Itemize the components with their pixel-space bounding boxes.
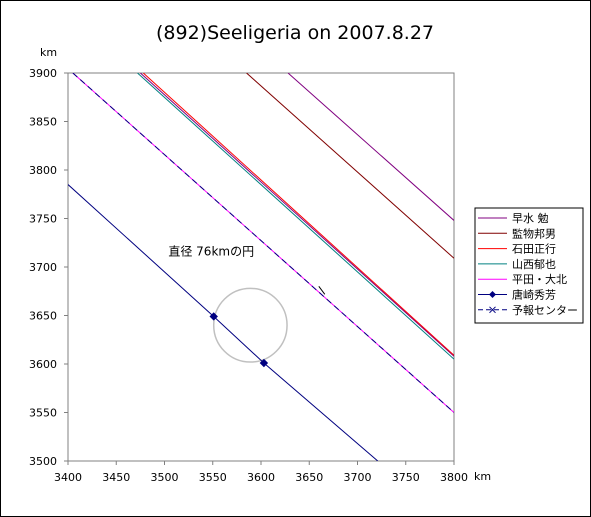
plot-area bbox=[67, 72, 455, 462]
legend-label: 石田正行 bbox=[512, 243, 556, 256]
series-line bbox=[68, 184, 379, 461]
legend-label: 監物邦男 bbox=[512, 226, 556, 240]
y-tick-label: 3750 bbox=[29, 213, 57, 226]
size-circle bbox=[212, 287, 288, 363]
x-tick-label: 3550 bbox=[199, 471, 227, 484]
series-line bbox=[137, 73, 454, 360]
legend-label: 唐崎秀芳 bbox=[512, 288, 556, 302]
x-axis-unit: km bbox=[474, 470, 491, 483]
y-tick-label: 3700 bbox=[29, 261, 57, 274]
y-tick-label: 3900 bbox=[29, 67, 57, 80]
legend-label: 平田・大北 bbox=[512, 272, 567, 286]
diamond-marker bbox=[209, 312, 218, 321]
legend-marker bbox=[489, 306, 496, 314]
y-tick-label: 3650 bbox=[29, 310, 57, 323]
series-line bbox=[142, 73, 454, 356]
x-tick-label: 3750 bbox=[392, 471, 420, 484]
series-line bbox=[140, 73, 454, 357]
legend-marker bbox=[489, 291, 496, 298]
x-tick-label: 3450 bbox=[102, 471, 130, 484]
legend-label: 予報センター bbox=[512, 304, 578, 317]
legend-label: 山西郁也 bbox=[512, 257, 556, 271]
center-mark bbox=[318, 285, 326, 295]
series-line bbox=[72, 73, 454, 413]
series-layer bbox=[68, 73, 454, 461]
y-tick-label: 3550 bbox=[29, 407, 57, 420]
legend-label: 早水 勉 bbox=[512, 211, 549, 225]
y-tick-labels: 3500 3550 3600 3650 3700 3750 3800 3850 3900 bbox=[29, 67, 68, 468]
legend-border bbox=[474, 207, 584, 324]
x-tick-label: 3700 bbox=[344, 471, 372, 484]
x-tick-label: 3500 bbox=[151, 471, 179, 484]
diamond-marker bbox=[259, 358, 269, 368]
chart-title: (892)Seeligeria on 2007.8.27 bbox=[156, 22, 434, 44]
y-tick-label: 3850 bbox=[29, 116, 57, 129]
y-axis-unit: km bbox=[40, 46, 57, 59]
y-tick-label: 3500 bbox=[29, 455, 57, 468]
series-line bbox=[246, 73, 454, 259]
x-tick-label: 3600 bbox=[247, 471, 275, 484]
circle-annotation: 直径 76kmの円 bbox=[168, 244, 254, 258]
y-tick-label: 3800 bbox=[29, 164, 57, 177]
x-tick-labels: 3400 3450 3500 3550 3600 3650 3700 3750 3800 bbox=[54, 461, 468, 484]
x-tick-label: 3400 bbox=[54, 471, 82, 484]
y-tick-label: 3600 bbox=[29, 358, 57, 371]
x-tick-label: 3800 bbox=[440, 471, 468, 484]
series-line bbox=[287, 73, 454, 221]
x-tick-label: 3650 bbox=[295, 471, 323, 484]
